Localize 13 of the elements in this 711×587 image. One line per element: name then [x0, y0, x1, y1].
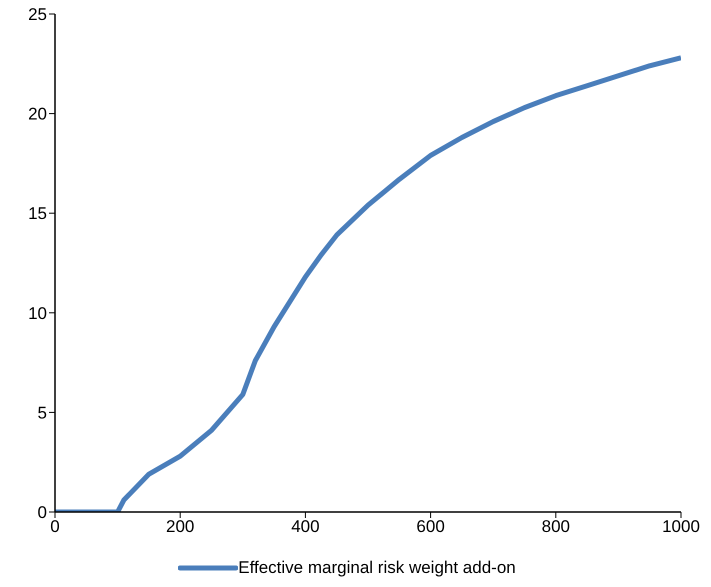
x-tick-label: 0	[50, 517, 60, 536]
y-tick-label: 15	[28, 204, 47, 224]
y-tick-label: 10	[28, 304, 47, 323]
legend-label: Effective marginal risk weight add-on	[238, 558, 516, 578]
x-tick-label: 800	[542, 517, 570, 536]
y-tick-label: 20	[28, 104, 47, 124]
y-tick-label: 0	[38, 503, 47, 522]
x-tick-label: 400	[291, 517, 320, 536]
y-tick-label: 25	[28, 5, 47, 24]
y-tick-label: 5	[38, 403, 47, 422]
x-tick-label: 600	[416, 517, 445, 536]
x-tick-label: 200	[166, 517, 194, 536]
x-tick-label: 1000	[662, 517, 700, 536]
